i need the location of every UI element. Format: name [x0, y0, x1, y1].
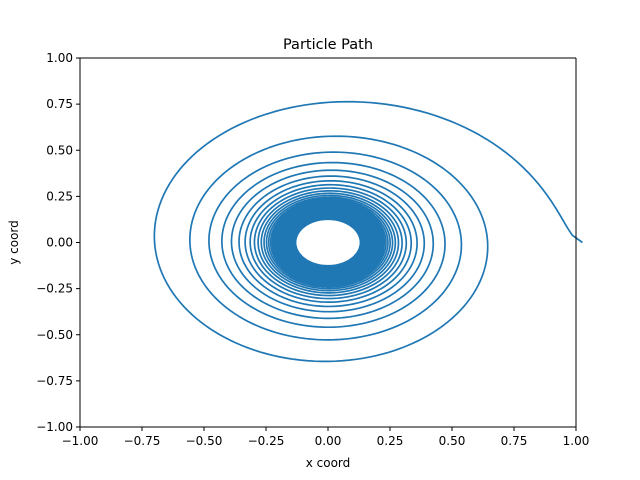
x-tick-label: 0.50: [439, 434, 466, 448]
y-tick-label: 0.75: [46, 97, 73, 111]
spiral-series-line: [153, 100, 583, 363]
x-ticks: −1.00 −0.75 −0.50 −0.25 0.00 0.25 0.50 0.75 1.00: [62, 427, 590, 448]
chart-title: Particle Path: [283, 37, 373, 53]
x-tick-label: 0.25: [377, 434, 404, 448]
y-ticks: −1.00 −0.75 −0.50 −0.25 0.00 0.25 0.50 0.75 1.00: [36, 51, 80, 434]
x-tick-label: 0.75: [501, 434, 528, 448]
x-tick-label: −1.00: [62, 434, 99, 448]
plot-area: [80, 58, 576, 427]
x-tick-label: 0.00: [315, 434, 342, 448]
x-tick-label: −0.25: [248, 434, 285, 448]
x-tick-label: −0.50: [186, 434, 223, 448]
y-tick-label: 0.50: [46, 143, 73, 157]
y-tick-label: −1.00: [36, 420, 73, 434]
y-tick-label: −0.50: [36, 328, 73, 342]
y-tick-label: −0.75: [36, 374, 73, 388]
y-tick-label: 0.00: [46, 236, 73, 250]
x-tick-label: 1.00: [563, 434, 590, 448]
y-tick-label: 1.00: [46, 51, 73, 65]
y-axis-label: y coord: [7, 220, 21, 265]
y-tick-label: −0.25: [36, 282, 73, 296]
x-axis-label: x coord: [306, 456, 351, 470]
x-tick-label: −0.75: [124, 434, 161, 448]
series-layer: [153, 100, 583, 363]
y-tick-label: 0.25: [46, 189, 73, 203]
